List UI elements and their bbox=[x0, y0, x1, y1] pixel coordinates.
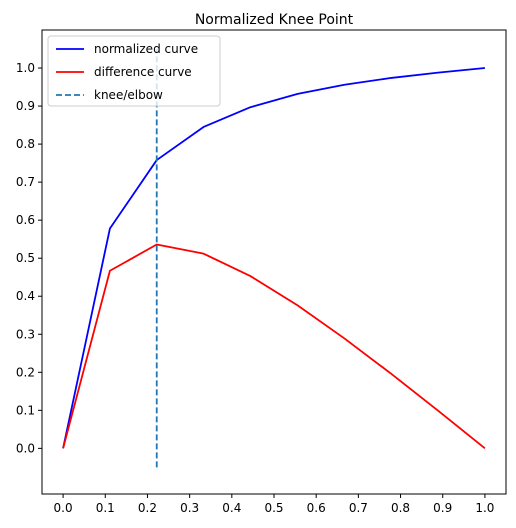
x-tick-label: 1.0 bbox=[475, 501, 494, 515]
y-axis: 0.0 0.1 0.2 0.3 0.4 0.5 0.6 0.7 0.8 0.9 1.0 bbox=[16, 61, 42, 455]
legend-label-normalized-curve: normalized curve bbox=[94, 42, 198, 56]
x-tick-label: 0.9 bbox=[433, 501, 452, 515]
y-tick-label: 0.0 bbox=[16, 441, 35, 455]
plot-lines bbox=[62, 49, 486, 468]
legend-box bbox=[47, 35, 221, 107]
y-tick-label: 0.7 bbox=[16, 175, 35, 189]
y-tick-label: 0.4 bbox=[16, 289, 35, 303]
y-tick-label: 0.6 bbox=[16, 213, 35, 227]
x-tick-label: 0.5 bbox=[264, 501, 283, 515]
x-tick-label: 0.7 bbox=[349, 501, 368, 515]
y-tick-label: 0.8 bbox=[16, 137, 35, 151]
x-axis: 0.0 0.1 0.2 0.3 0.4 0.5 0.6 0.7 0.8 0.9 1.0 bbox=[54, 494, 494, 515]
legend-label-difference-curve: difference curve bbox=[94, 65, 192, 79]
y-tick-label: 0.3 bbox=[16, 327, 35, 341]
series-line-normalized-curve bbox=[62, 67, 485, 449]
x-tick-label: 0.6 bbox=[307, 501, 326, 515]
chart-title: Normalized Knee Point bbox=[195, 12, 354, 28]
x-tick-label: 0.8 bbox=[391, 501, 410, 515]
x-tick-label: 0.0 bbox=[54, 501, 73, 515]
x-tick-label: 0.1 bbox=[96, 501, 115, 515]
y-tick-label: 0.1 bbox=[16, 403, 35, 417]
legend-label-knee-elbow: knee/elbow bbox=[94, 88, 163, 102]
y-tick-label: 0.5 bbox=[16, 251, 35, 265]
x-tick-label: 0.3 bbox=[180, 501, 199, 515]
y-tick-label: 0.2 bbox=[16, 365, 35, 379]
y-tick-label: 0.9 bbox=[16, 99, 35, 113]
y-tick-label: 1.0 bbox=[16, 61, 35, 75]
series-line-difference-curve bbox=[62, 243, 486, 450]
x-tick-label: 0.2 bbox=[138, 501, 157, 515]
x-tick-label: 0.4 bbox=[222, 501, 241, 515]
legend: normalized curve difference curve knee/e… bbox=[47, 35, 221, 107]
